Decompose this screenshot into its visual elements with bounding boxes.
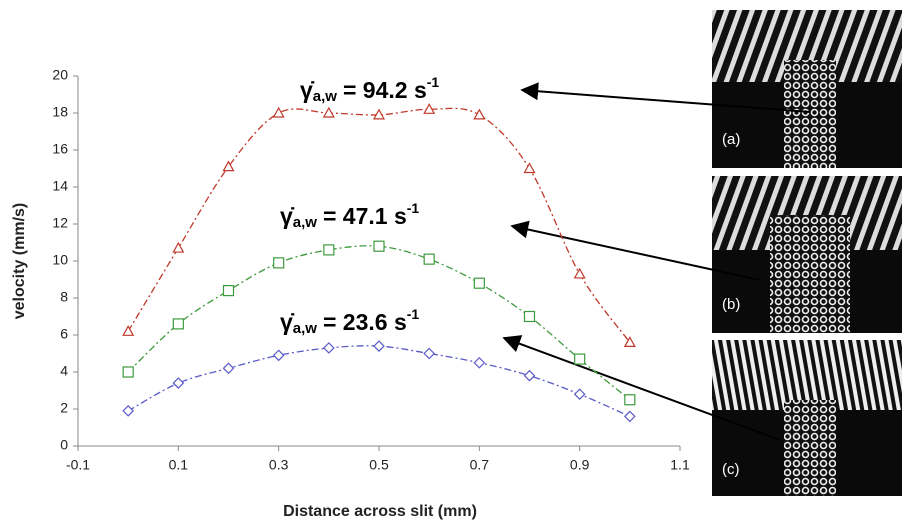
- point: [624, 394, 636, 406]
- x-tick-label: 0.5: [369, 457, 389, 473]
- y-tick-label: 16: [52, 141, 68, 157]
- point: [423, 253, 435, 265]
- y-tick-label: 10: [52, 252, 68, 268]
- x-tick-label: 1.1: [670, 457, 690, 473]
- point: [423, 347, 436, 360]
- point: [222, 362, 235, 375]
- point: [172, 241, 185, 253]
- point: [322, 342, 335, 354]
- point: [373, 240, 385, 252]
- y-tick-label: 6: [60, 326, 68, 342]
- point: [122, 325, 135, 336]
- y-tick-label: 0: [60, 437, 68, 453]
- x-tick-label: 0.1: [169, 457, 189, 473]
- x-tick-label: 0.7: [470, 457, 490, 473]
- y-tick-label: 12: [52, 215, 68, 231]
- panel-label: (a): [722, 131, 740, 148]
- point: [323, 244, 335, 256]
- image-panels: (a) (b) (c): [712, 10, 902, 496]
- arrow: [520, 82, 811, 113]
- point: [273, 257, 285, 269]
- point: [473, 277, 485, 289]
- point: [573, 388, 586, 401]
- panel-label: (c): [722, 461, 740, 478]
- arrow: [502, 335, 781, 441]
- point: [523, 369, 536, 382]
- x-axis-title: Distance across slit (mm): [283, 503, 477, 520]
- y-tick-label: 8: [60, 289, 68, 305]
- annotation: γ̇a,w = 23.6 s-1: [280, 306, 419, 337]
- point: [172, 318, 184, 330]
- annotation: γ̇a,w = 94.2 s-1: [300, 74, 439, 105]
- point: [623, 410, 636, 423]
- point: [272, 106, 285, 118]
- arrow: [510, 220, 761, 281]
- point: [322, 106, 335, 118]
- arrows: [502, 82, 811, 441]
- x-tick-label: 0.9: [570, 457, 590, 473]
- x-tick-label: 0.3: [269, 457, 289, 473]
- y-tick-label: 4: [60, 363, 68, 379]
- point: [523, 310, 536, 323]
- series-line: [127, 107, 631, 343]
- point: [372, 108, 386, 120]
- panel-label: (b): [722, 296, 740, 313]
- point: [222, 285, 235, 297]
- x-tick-label: -0.1: [66, 457, 90, 473]
- point: [172, 377, 185, 389]
- y-tick-label: 20: [52, 67, 68, 83]
- point: [573, 267, 586, 279]
- point: [122, 405, 135, 417]
- y-tick-label: 2: [60, 400, 68, 416]
- point: [574, 353, 586, 365]
- point: [373, 340, 385, 352]
- point: [423, 103, 436, 114]
- point: [272, 349, 285, 362]
- point: [473, 356, 486, 369]
- point: [523, 162, 536, 174]
- point: [222, 160, 235, 172]
- y-tick-label: 18: [52, 104, 68, 120]
- point: [473, 108, 486, 120]
- annotation: γ̇a,w = 47.1 s-1: [280, 200, 419, 231]
- series-line: [127, 345, 631, 417]
- point: [122, 366, 134, 378]
- y-axis-title: velocity (mm/s): [11, 203, 28, 319]
- point: [623, 336, 636, 347]
- y-tick-label: 14: [52, 178, 68, 194]
